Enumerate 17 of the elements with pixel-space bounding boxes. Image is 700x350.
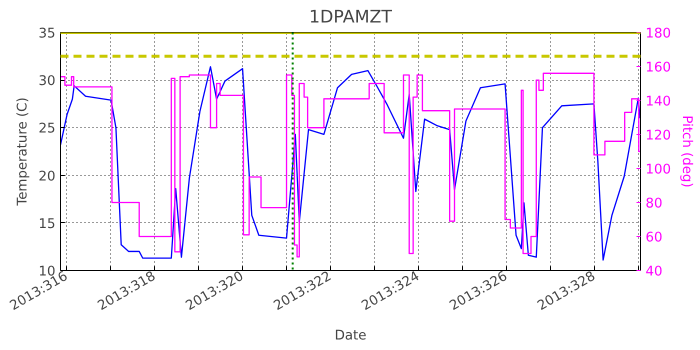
y2-tick-label: 180: [646, 26, 671, 42]
y2-tick-label: 100: [646, 162, 671, 178]
y2-tick-label: 80: [646, 196, 662, 212]
y-tick-label: 25: [38, 122, 56, 137]
y-tick-label: 20: [38, 169, 56, 184]
y2-axis-title: Pitch (deg): [678, 115, 694, 188]
y2-tick-label: 160: [646, 60, 671, 76]
y2-tick-label: 120: [646, 128, 671, 144]
y-tick-label: 30: [38, 74, 56, 90]
y-axis-title: Temperature (C): [16, 97, 31, 207]
chart-title: 1DPAMZT: [309, 8, 392, 28]
y-tick-label: 15: [38, 216, 56, 232]
y-tick-label: 35: [38, 26, 56, 42]
y2-tick-label: 60: [646, 230, 662, 246]
y2-tick-label: 140: [646, 94, 671, 110]
y2-tick-label: 40: [646, 264, 662, 280]
x-axis-title: Date: [334, 328, 366, 344]
